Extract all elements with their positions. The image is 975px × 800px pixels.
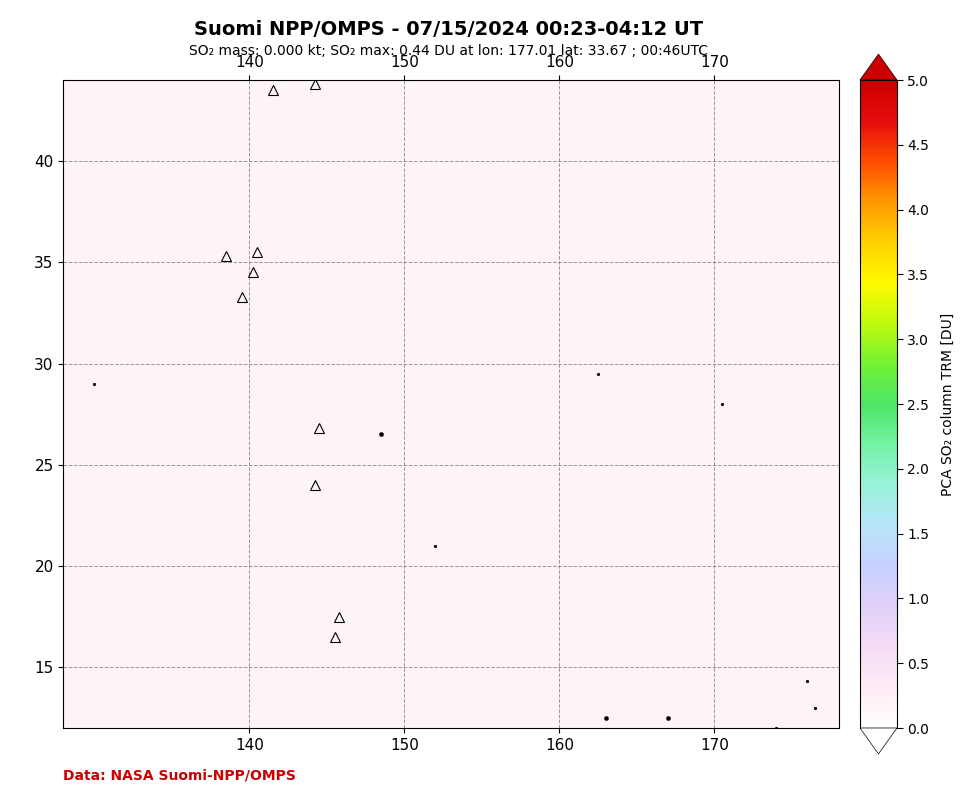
Text: SO₂ mass: 0.000 kt; SO₂ max: 0.44 DU at lon: 177.01 lat: 33.67 ; 00:46UTC: SO₂ mass: 0.000 kt; SO₂ max: 0.44 DU at … xyxy=(189,44,708,58)
Text: Suomi NPP/OMPS - 07/15/2024 00:23-04:12 UT: Suomi NPP/OMPS - 07/15/2024 00:23-04:12 … xyxy=(194,20,703,39)
Y-axis label: PCA SO₂ column TRM [DU]: PCA SO₂ column TRM [DU] xyxy=(941,312,955,496)
Text: Data: NASA Suomi-NPP/OMPS: Data: NASA Suomi-NPP/OMPS xyxy=(63,768,296,782)
